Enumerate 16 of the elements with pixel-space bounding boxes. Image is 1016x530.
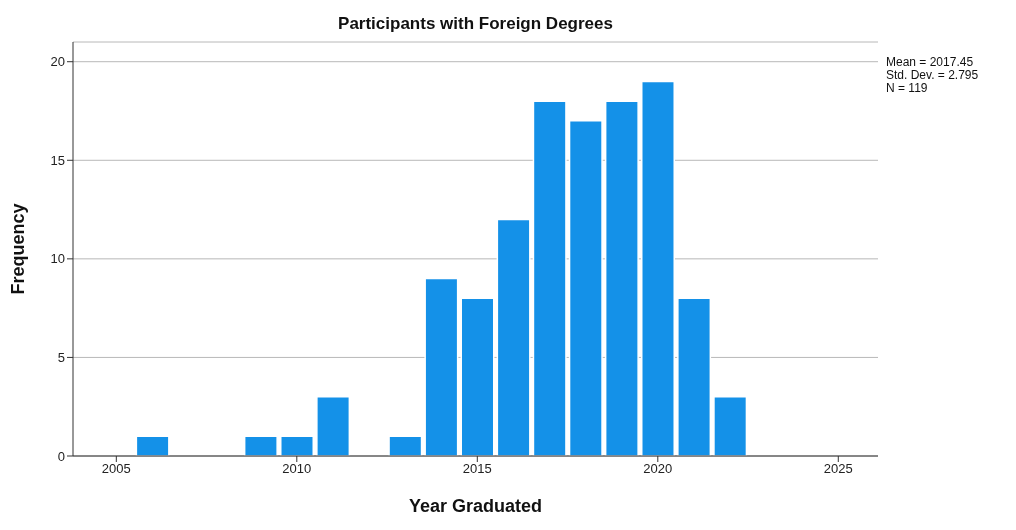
- text: N = 119: [886, 81, 929, 95]
- y-tick-label: 5: [57, 350, 65, 366]
- x-tick-label: 2015: [462, 461, 492, 477]
- y-tick-label: 20: [50, 54, 65, 70]
- chart-title: Participants with Foreign Degrees: [337, 14, 614, 34]
- text: Mean = 2017.45: [886, 55, 975, 69]
- y-tick-label: 10: [50, 251, 65, 267]
- y-tick-label: 15: [50, 152, 65, 168]
- x-axis-title: Year Graduated: [408, 496, 543, 516]
- x-tick-label: 2020: [643, 461, 673, 477]
- text: Std. Dev. = 2.795: [886, 68, 979, 82]
- x-tick-label: 2010: [282, 461, 312, 477]
- x-tick-label: 2005: [101, 461, 131, 477]
- y-axis-title: Frequency: [8, 203, 29, 295]
- x-tick-label: 2025: [823, 461, 853, 477]
- y-tick-label: 0: [57, 448, 65, 464]
